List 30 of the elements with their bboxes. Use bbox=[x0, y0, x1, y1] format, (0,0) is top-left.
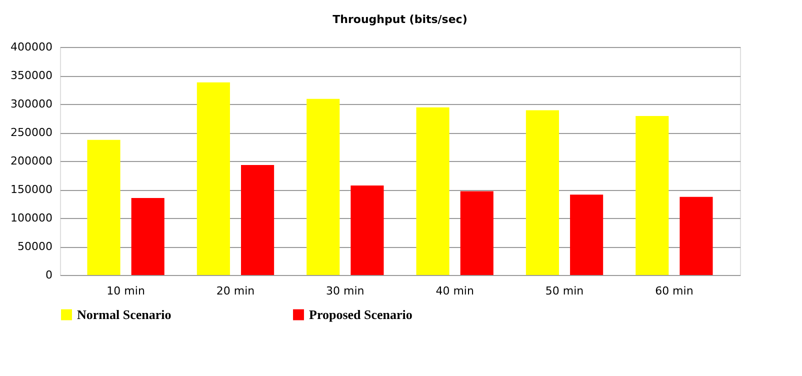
y-tick-label: 100000 bbox=[10, 212, 52, 224]
legend-label: Normal Scenario bbox=[77, 306, 172, 322]
bar bbox=[240, 164, 274, 275]
bar bbox=[87, 140, 120, 275]
y-tick-label: 200000 bbox=[10, 154, 52, 168]
bar bbox=[416, 107, 450, 275]
y-tick-label: 250000 bbox=[10, 126, 52, 139]
bar bbox=[680, 196, 713, 275]
y-tick-label: 350000 bbox=[10, 69, 52, 82]
chart-title: Throughput (bits/sec) bbox=[332, 13, 468, 26]
bar bbox=[460, 191, 494, 275]
bar bbox=[196, 82, 230, 275]
bar bbox=[350, 186, 384, 275]
y-tick-label: 300000 bbox=[10, 98, 52, 110]
x-tick-label: 40 min bbox=[436, 284, 474, 298]
y-tick-label: 150000 bbox=[10, 183, 52, 196]
x-tick-label: 60 min bbox=[655, 284, 694, 298]
x-tick-label: 10 min bbox=[106, 284, 145, 298]
bar bbox=[131, 198, 164, 275]
y-tick-label: 0 bbox=[46, 268, 52, 282]
legend-label: Proposed Scenario bbox=[309, 306, 412, 322]
bar bbox=[570, 194, 604, 275]
y-tick-label: 50000 bbox=[18, 240, 52, 253]
x-tick-label: 50 min bbox=[545, 284, 584, 298]
bar bbox=[636, 116, 669, 275]
bar bbox=[526, 110, 560, 275]
bar bbox=[306, 98, 340, 275]
x-tick-label: 20 min bbox=[216, 284, 255, 298]
y-tick-label: 400000 bbox=[10, 40, 52, 54]
x-tick-label: 30 min bbox=[326, 284, 364, 298]
